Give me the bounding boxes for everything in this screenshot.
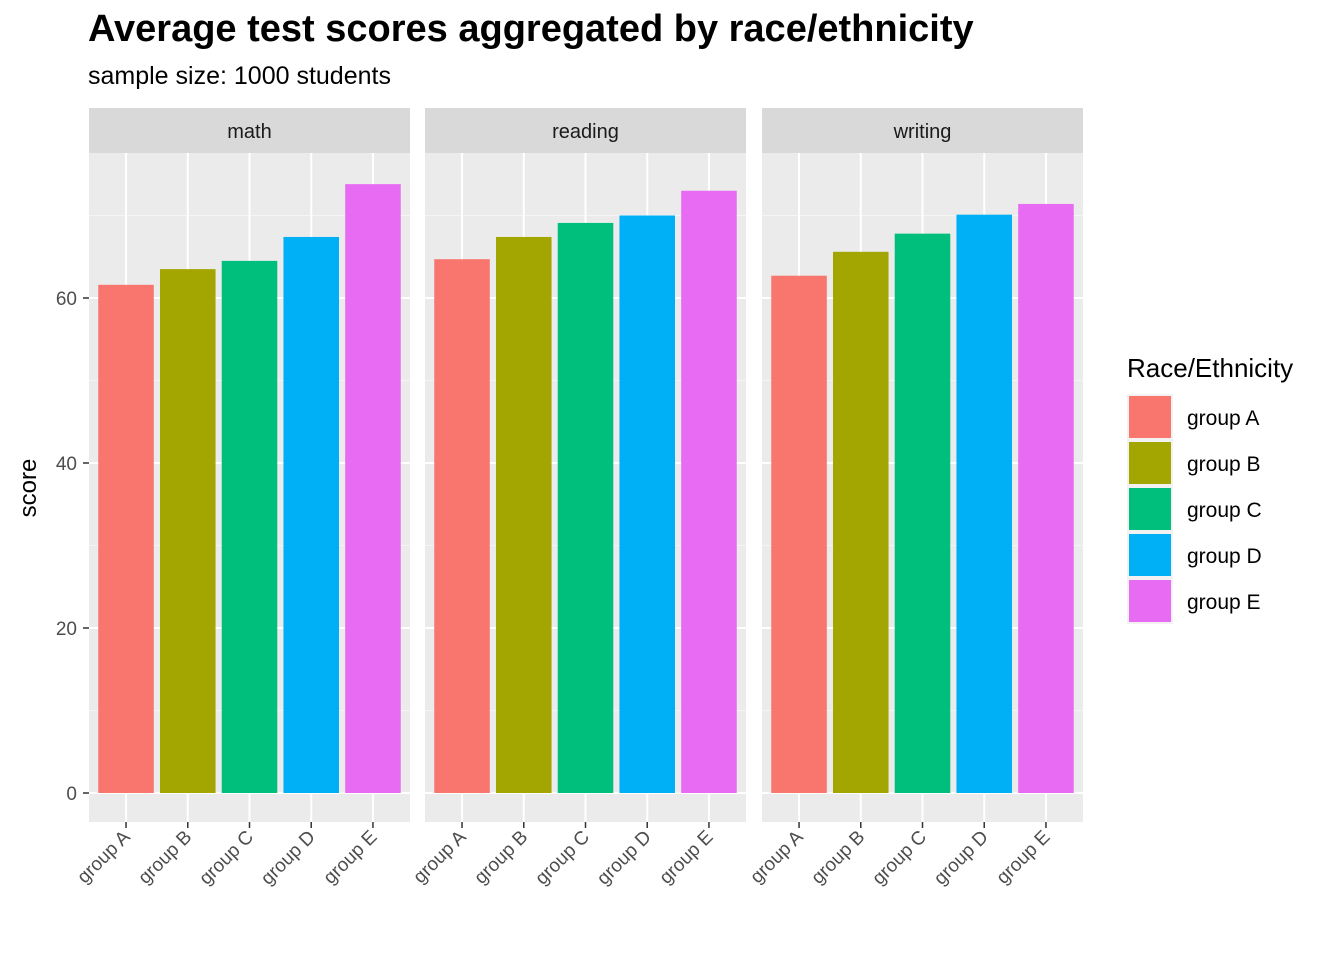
x-tick-label: group A (409, 826, 470, 887)
bar-math-5 (345, 184, 401, 793)
facet-strip (425, 108, 746, 153)
x-tick-label: group E (320, 827, 382, 889)
facet-strip (89, 108, 410, 153)
bar-reading-4 (619, 215, 676, 793)
legend-entry-label: group B (1187, 453, 1261, 476)
legend-entry-label: group A (1187, 407, 1259, 430)
bar-reading-1 (434, 259, 490, 794)
facet-strip-label: math (227, 121, 271, 143)
y-tick-label: 0 (66, 784, 77, 805)
bar-math-1 (98, 284, 154, 793)
bar-writing-4 (956, 214, 1013, 794)
facet-strip-label: reading (552, 121, 619, 143)
bar-math-3 (221, 260, 278, 793)
x-tick-label: group B (470, 827, 532, 889)
x-tick-label: group B (134, 827, 196, 889)
x-tick-label: group D (593, 827, 656, 890)
chart-subtitle: sample size: 1000 students (88, 62, 391, 90)
facet-strip (762, 108, 1083, 153)
legend-swatch (1129, 442, 1171, 484)
x-tick-label: group C (531, 827, 594, 890)
legend: Race/Ethnicity group A group B group C group… (1127, 353, 1293, 624)
bar-writing-3 (894, 233, 951, 793)
legend-swatch (1129, 488, 1171, 530)
x-tick-label: group E (656, 827, 718, 889)
legend-entry-label: group C (1187, 499, 1262, 522)
facet-strip-label: writing (893, 121, 952, 143)
x-tick-label: group A (73, 826, 134, 887)
x-tick-label: group B (807, 827, 869, 889)
legend-title: Race/Ethnicity (1127, 353, 1293, 383)
legend-entry-label: group E (1187, 591, 1261, 614)
y-tick-label: 20 (56, 619, 77, 640)
bar-writing-1 (771, 275, 827, 794)
y-axis-label: score (15, 459, 42, 518)
x-tick-label: group C (868, 827, 931, 890)
y-tick-label: 40 (56, 454, 77, 475)
bar-math-4 (283, 236, 340, 793)
bar-writing-2 (832, 251, 889, 794)
chart-title: Average test scores aggregated by race/e… (88, 8, 974, 50)
x-tick-label: group E (993, 827, 1055, 889)
legend-entry-label: group D (1187, 545, 1262, 568)
bar-writing-5 (1018, 203, 1074, 793)
x-tick-label: group C (195, 827, 258, 890)
x-tick-label: group A (746, 826, 807, 887)
legend-swatch (1129, 534, 1171, 576)
legend-swatch (1129, 580, 1171, 622)
bar-reading-3 (557, 222, 614, 794)
x-tick-label: group D (257, 827, 320, 890)
bar-reading-2 (495, 236, 552, 793)
bar-reading-5 (681, 190, 737, 793)
y-tick-label: 60 (56, 289, 77, 310)
legend-swatch (1129, 396, 1171, 438)
x-tick-label: group D (930, 827, 993, 890)
bar-math-2 (159, 269, 216, 793)
y-axis: 0 20 40 60 (56, 289, 89, 805)
